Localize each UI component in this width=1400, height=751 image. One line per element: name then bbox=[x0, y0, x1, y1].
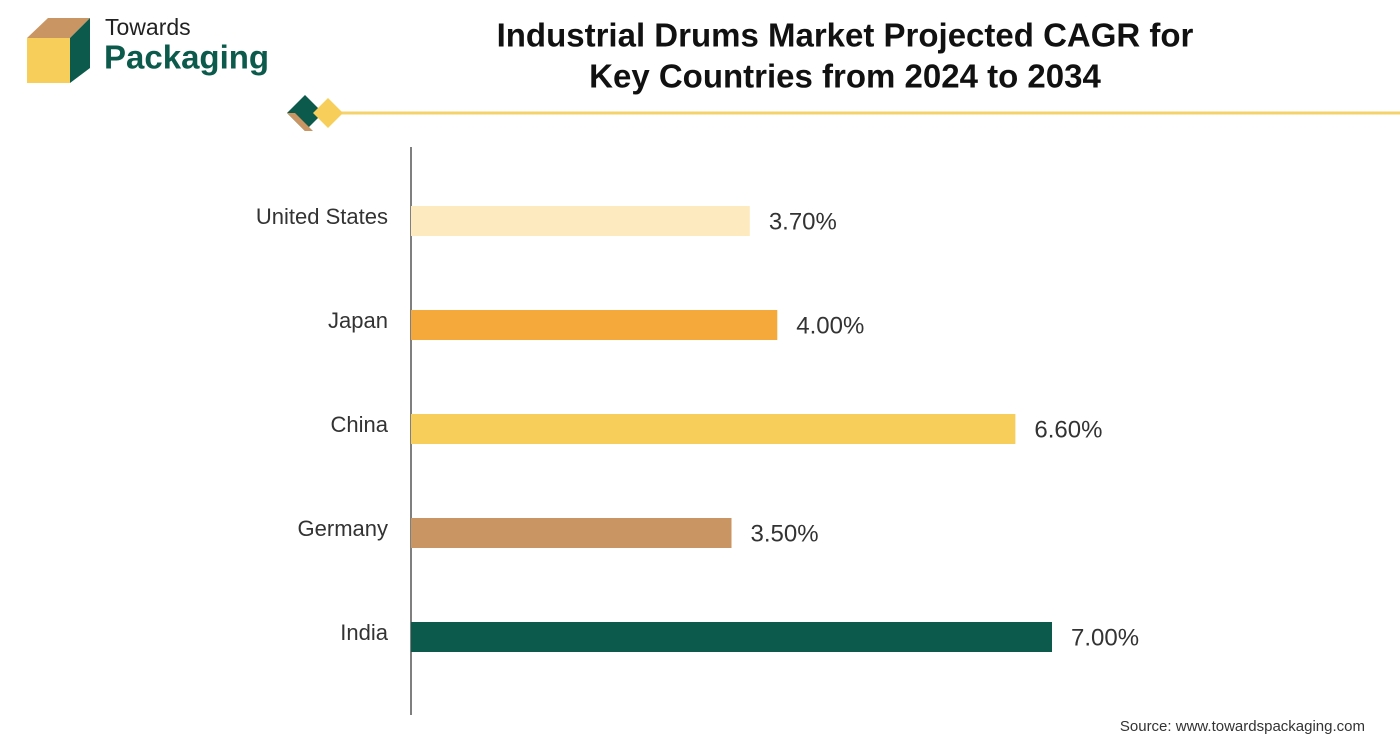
source: Source: www.towardspackaging.com bbox=[1120, 718, 1365, 735]
divider bbox=[287, 95, 1400, 131]
value-label: 3.70% bbox=[769, 208, 837, 235]
bar bbox=[411, 622, 1052, 652]
bar bbox=[411, 206, 750, 236]
logo-icon bbox=[27, 18, 90, 83]
category-label: China bbox=[331, 412, 389, 437]
bar bbox=[411, 310, 778, 340]
bar bbox=[411, 518, 732, 548]
value-label: 6.60% bbox=[1034, 416, 1102, 443]
bar bbox=[411, 414, 1016, 444]
chart-title: Industrial Drums Market Projected CAGR f… bbox=[497, 17, 1194, 54]
value-label: 7.00% bbox=[1071, 624, 1139, 651]
logo-text: Towards bbox=[105, 14, 191, 40]
value-label: 3.50% bbox=[751, 520, 819, 547]
category-label: Japan bbox=[328, 308, 388, 333]
chart-title: Key Countries from 2024 to 2034 bbox=[589, 58, 1101, 95]
value-label: 4.00% bbox=[796, 312, 864, 339]
logo-text: Packaging bbox=[104, 39, 269, 76]
category-label: United States bbox=[256, 204, 388, 229]
category-label: India bbox=[340, 620, 388, 645]
category-label: Germany bbox=[298, 516, 388, 541]
